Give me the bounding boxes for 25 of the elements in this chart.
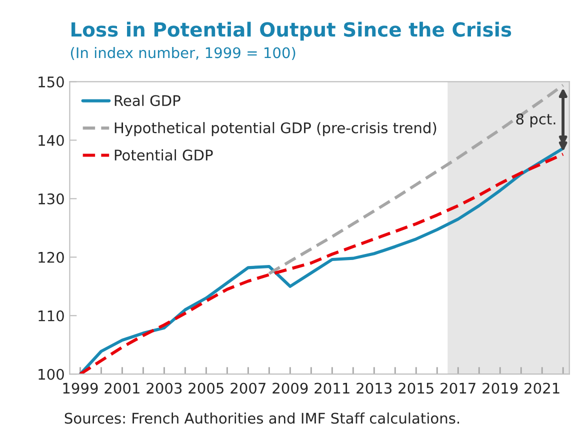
y-tick-label: 110 (38, 310, 64, 322)
x-tick-label: 1999 (63, 382, 98, 394)
legend-label: Hypothetical potential GDP (pre-crisis trend) (114, 122, 436, 136)
x-tick-label: 2017 (440, 382, 476, 394)
y-tick-label: 150 (38, 76, 64, 88)
x-tick-label: 2021 (524, 382, 560, 394)
x-tick-label: 2015 (398, 382, 434, 394)
y-tick-label: 140 (38, 134, 64, 146)
annotation: 8 pct. (516, 113, 556, 128)
x-tick-label: 2009 (272, 382, 308, 394)
y-tick-label: 100 (38, 368, 64, 380)
x-tick-label: 2011 (314, 382, 350, 394)
chart-title: Loss in Potential Output Since the Crisis (72, 22, 512, 41)
x-tick-label: 2001 (104, 382, 140, 394)
x-tick-label: 2019 (482, 382, 518, 394)
x-tick-label: 2005 (188, 382, 224, 394)
x-tick-label: 2007 (230, 382, 266, 394)
y-tick-label: 130 (38, 193, 64, 204)
y-tick-label: 120 (38, 252, 64, 263)
legend-label: Potential GDP (114, 149, 213, 161)
legend-label: Real GDP (114, 94, 180, 106)
x-tick-label: 2003 (146, 382, 182, 394)
x-tick-label: 2013 (356, 382, 392, 394)
source-note: Sources: French Authorities and IMF Staff calculations. (64, 412, 460, 424)
chart-subtitle: (In index number, 1999 = 100) (70, 46, 296, 60)
